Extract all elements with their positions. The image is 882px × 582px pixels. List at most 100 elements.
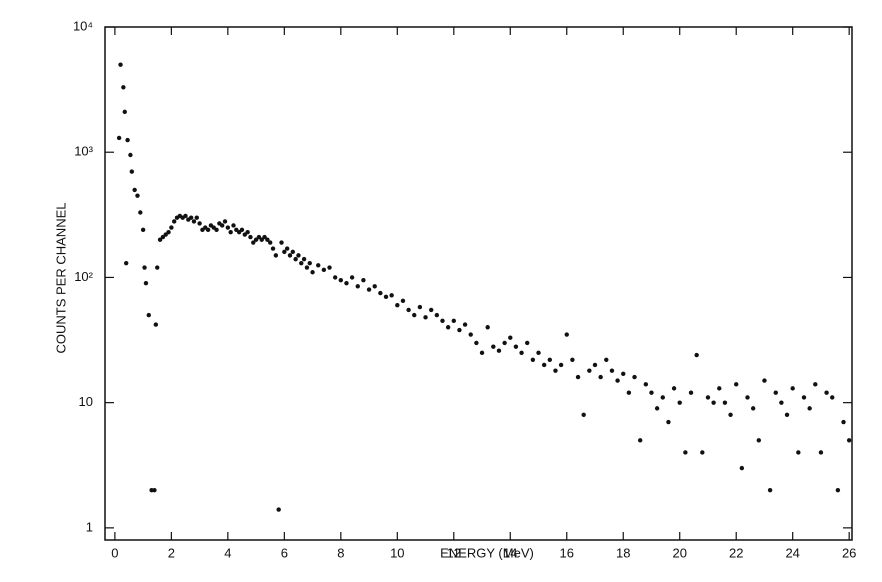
plot-frame (104, 26, 853, 541)
data-point (338, 278, 344, 283)
data-point (171, 219, 177, 224)
data-point (138, 210, 143, 215)
data-point (268, 240, 273, 245)
data-point (157, 237, 163, 242)
data-point (739, 465, 745, 471)
data-point (400, 298, 406, 304)
data-point (666, 419, 671, 425)
data-point (251, 240, 256, 245)
data-point (801, 395, 807, 400)
data-point (301, 256, 307, 262)
data-point (502, 340, 507, 346)
data-point (643, 382, 649, 387)
data-point (683, 450, 688, 455)
data-point (519, 350, 524, 356)
data-point (248, 234, 253, 240)
data-point (598, 374, 603, 380)
data-point (125, 137, 130, 143)
data-point (474, 340, 479, 346)
data-point (256, 234, 262, 240)
data-point (321, 267, 327, 273)
data-point (253, 237, 259, 242)
data-point (637, 438, 643, 443)
data-point (428, 307, 434, 313)
data-point (491, 344, 496, 349)
data-point (123, 260, 129, 266)
data-point (705, 395, 711, 400)
data-point (327, 265, 332, 270)
y-tick-label: 1 (86, 519, 93, 534)
data-point (383, 294, 389, 300)
x-tick-label: 16 (560, 545, 574, 560)
data-point (132, 187, 137, 193)
data-point (558, 362, 564, 368)
data-point (767, 487, 773, 493)
data-point (734, 382, 739, 387)
data-point (169, 225, 174, 230)
y-axis-label: COUNTS PER CHANNEL (53, 203, 68, 354)
data-point (231, 223, 236, 228)
data-point (564, 332, 569, 337)
data-point (160, 234, 166, 240)
data-point (762, 378, 767, 383)
x-tick-label: 12 (447, 545, 461, 560)
data-point (440, 318, 445, 324)
data-point (654, 406, 660, 411)
data-point (615, 378, 620, 383)
data-point (508, 335, 513, 340)
data-point (116, 135, 122, 141)
data-point (349, 275, 355, 280)
data-point (649, 390, 654, 395)
data-point (553, 368, 558, 373)
x-tick-label: 26 (842, 545, 856, 560)
data-point (355, 284, 360, 289)
data-point (142, 265, 147, 270)
data-point (728, 412, 733, 417)
x-tick-label: 10 (390, 545, 404, 560)
data-point (128, 152, 133, 158)
data-point (711, 400, 716, 405)
data-point (790, 386, 795, 391)
data-point (262, 234, 267, 240)
data-point (796, 450, 801, 455)
data-point (784, 412, 790, 417)
x-tick-label: 24 (785, 545, 799, 560)
data-point (525, 340, 530, 346)
data-point (225, 225, 231, 230)
data-point (299, 260, 304, 266)
y-tick-label: 10³ (74, 144, 93, 159)
data-point (434, 312, 440, 318)
data-point (166, 229, 171, 235)
data-point (293, 256, 298, 262)
data-point (152, 487, 157, 493)
data-point (194, 215, 199, 220)
data-point (773, 390, 778, 395)
x-tick-label: 20 (672, 545, 686, 560)
data-point (604, 357, 609, 362)
data-point (417, 304, 423, 310)
data-point (406, 307, 411, 313)
data-point (830, 395, 835, 400)
data-point (530, 357, 536, 362)
data-point (344, 280, 349, 286)
data-point (214, 227, 219, 233)
data-point (265, 237, 270, 242)
data-point (756, 438, 762, 443)
data-point (445, 325, 451, 330)
data-point (479, 350, 485, 356)
data-point (813, 382, 818, 387)
x-axis-label: ENERGY (MeV) (440, 545, 534, 560)
data-point (541, 362, 547, 368)
data-point (745, 395, 750, 400)
data-point (496, 348, 502, 353)
data-point (513, 344, 519, 349)
data-point (197, 221, 202, 226)
x-tick-label: 2 (168, 545, 175, 560)
x-tick-label: 14 (503, 545, 517, 560)
data-point (841, 419, 846, 425)
data-point (722, 400, 728, 405)
data-point (287, 253, 293, 258)
data-point (677, 400, 682, 405)
y-tick-label: 10 (79, 394, 93, 409)
x-tick-label: 6 (281, 545, 288, 560)
